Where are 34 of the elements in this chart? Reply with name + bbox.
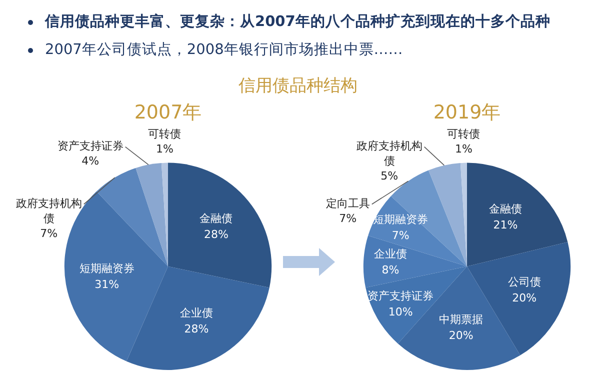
data-label: 5%: [380, 170, 398, 183]
slice-label: 定向工具: [326, 197, 370, 210]
slice-label: 金融债: [488, 202, 522, 216]
slice-label: 企业债: [374, 248, 407, 261]
data-label: 8%: [382, 264, 400, 277]
data-label: 28%: [204, 228, 228, 242]
data-label: 31%: [94, 278, 120, 292]
slice-label: 中期票据: [439, 313, 484, 326]
text: 信用债品种更丰富、更复杂：从2007年的八个品种扩充到现在的十多个品种: [45, 14, 550, 30]
slice-label: 公司债: [508, 275, 541, 288]
data-label: 7%: [392, 228, 410, 242]
data-label: 21%: [493, 218, 518, 232]
data-label: 28%: [184, 322, 209, 336]
data-label: 7%: [339, 212, 357, 226]
slice-label: 资产支持证券: [57, 140, 124, 153]
slice-label: 企业债: [180, 306, 213, 320]
slice-label: 可转债: [148, 128, 182, 141]
slice-label: 资产支持证券: [368, 290, 434, 303]
data-label: 20%: [512, 291, 537, 304]
data-label: 4%: [82, 154, 100, 168]
data-label: 1%: [454, 142, 472, 156]
slice-label: 金融债: [200, 212, 233, 226]
data-label: 20%: [448, 329, 474, 342]
slice-label: 可转债: [447, 128, 480, 141]
data-label: 10%: [388, 306, 413, 319]
slice-label: 政府支持机构债: [356, 140, 422, 168]
chart-title: 2007年: [134, 101, 202, 124]
slice-label: 政府支持机构债: [16, 197, 82, 226]
data-label: 1%: [156, 142, 174, 156]
text: 2007年公司债试点，2008年银行间市场推出中票……: [45, 42, 403, 58]
text: 信用债品种结构: [238, 75, 358, 97]
slice-label: 短期融资券: [79, 262, 134, 276]
data-label: 7%: [40, 227, 58, 240]
chart-title: 2019年: [433, 101, 501, 124]
